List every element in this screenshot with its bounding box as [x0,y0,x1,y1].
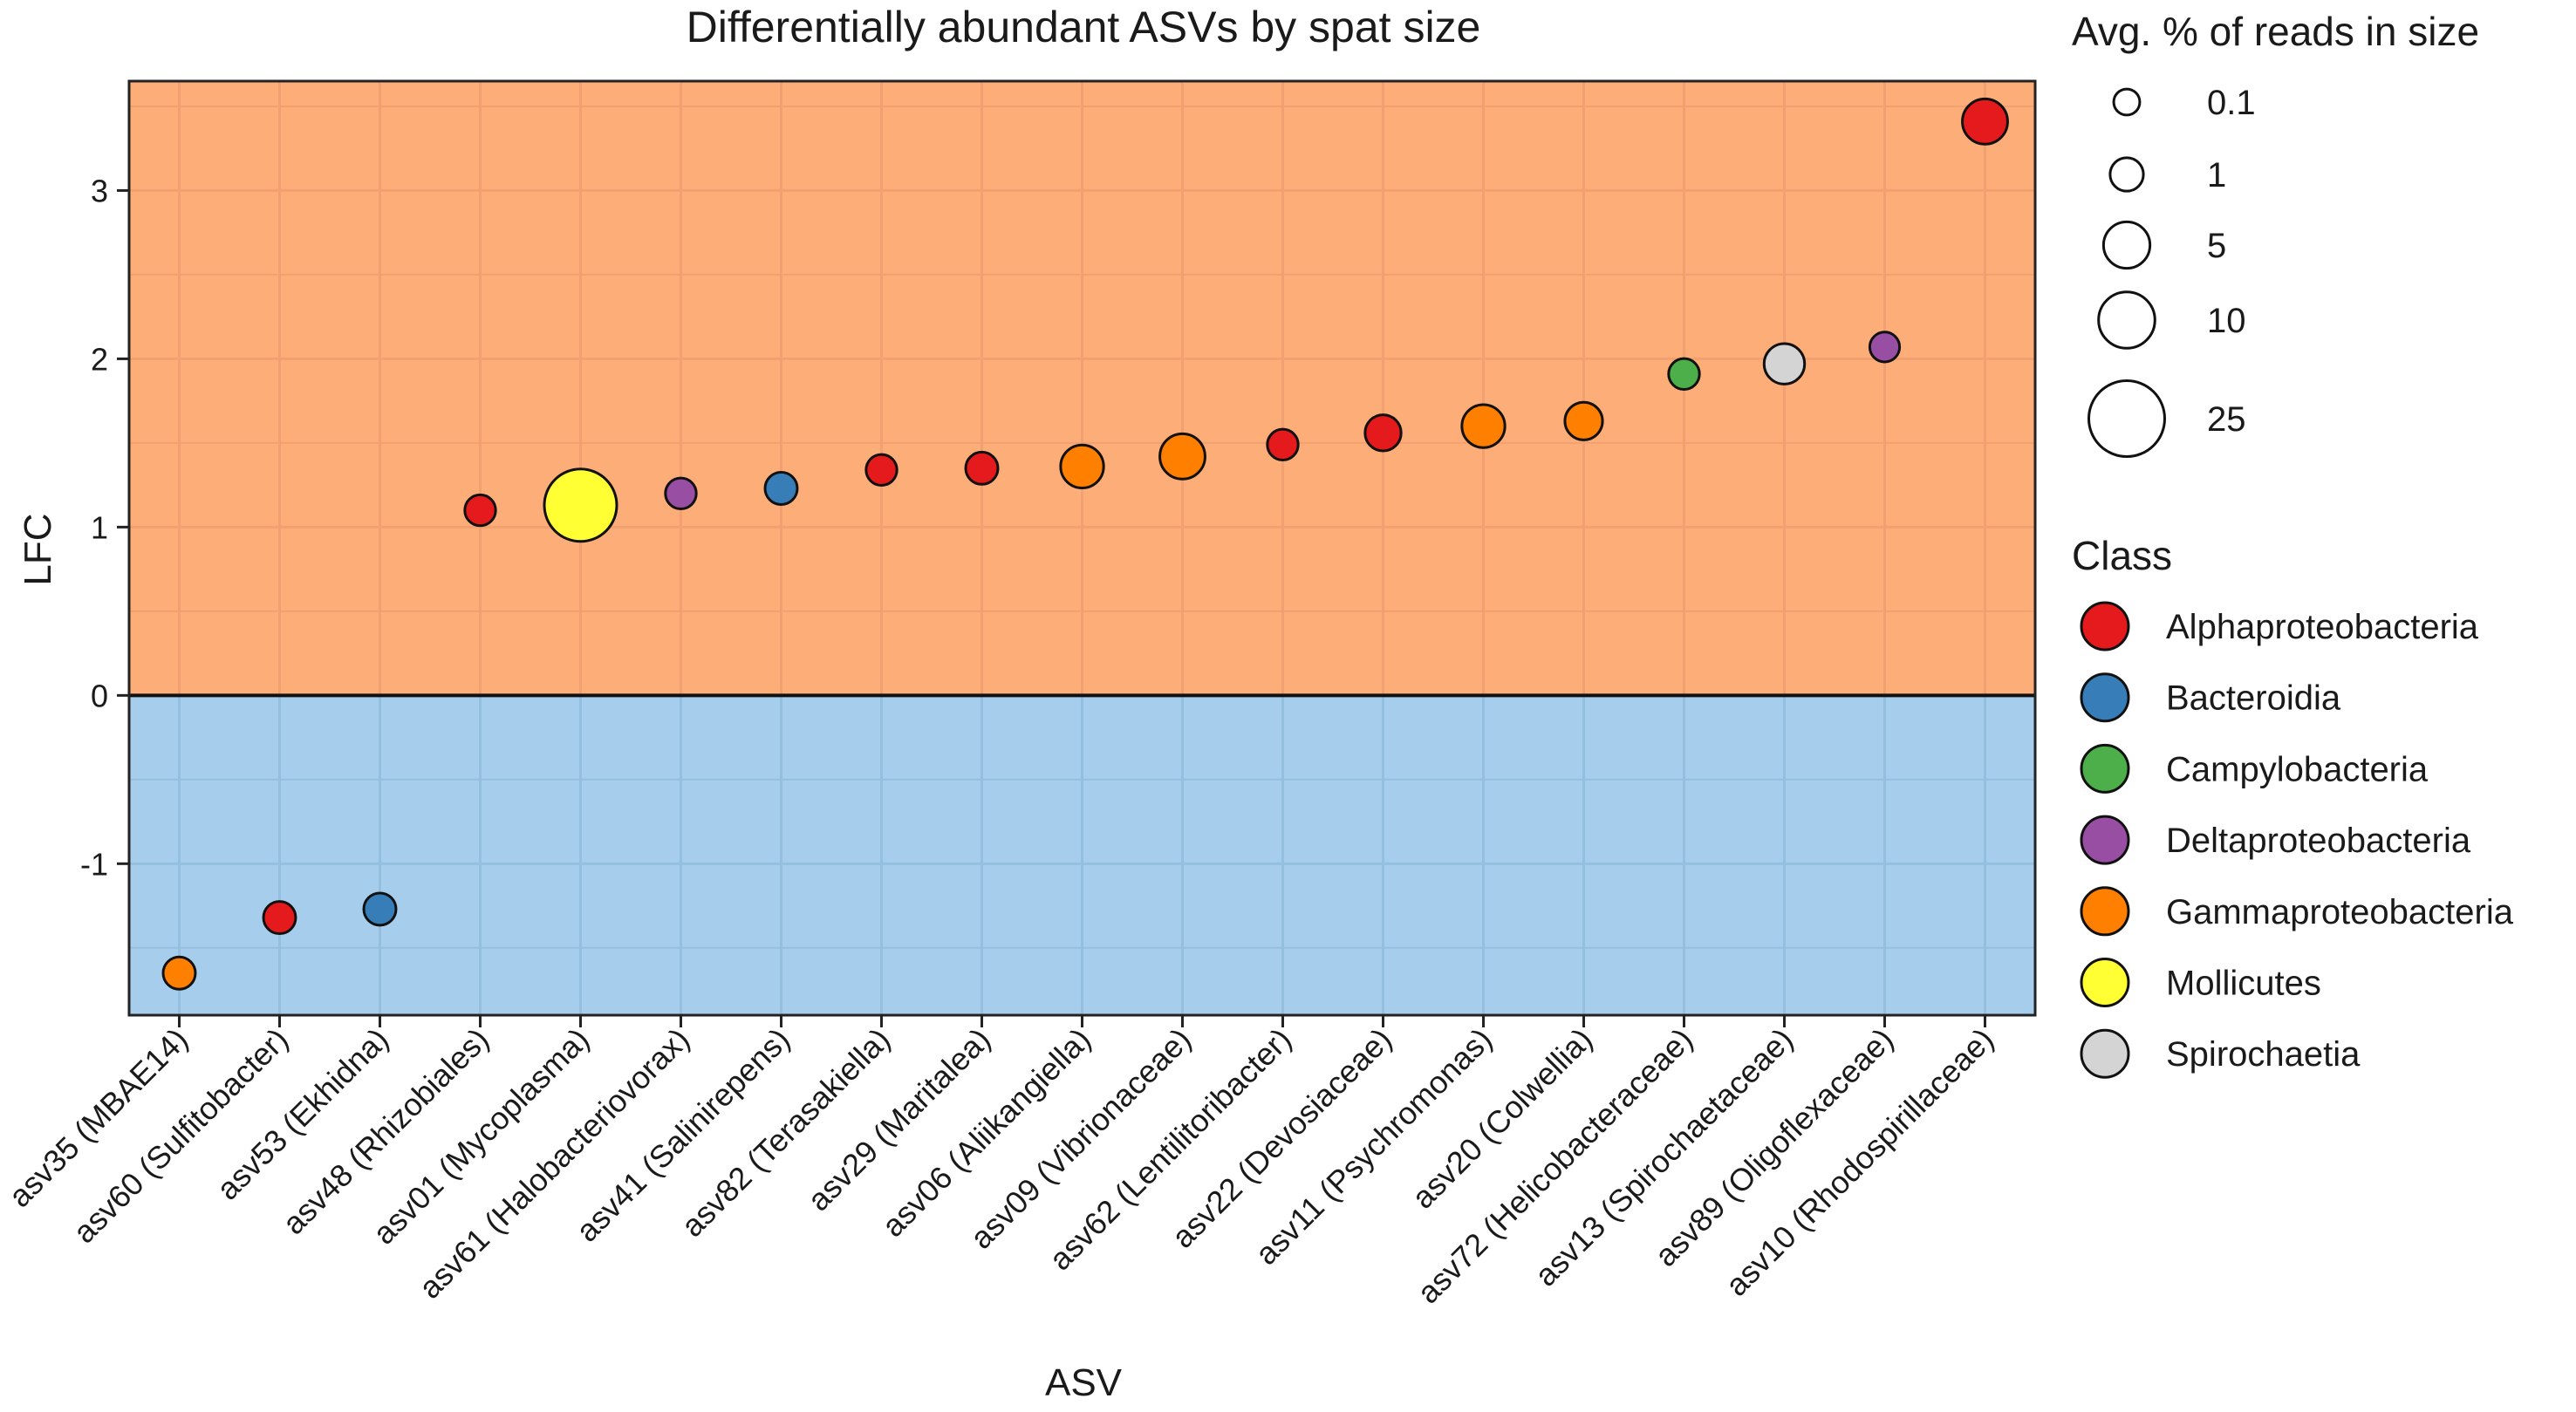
data-point [161,955,197,991]
data-point [1266,427,1300,462]
data-point [1158,432,1206,481]
class-legend-label: Deltaproteobacteria [2166,822,2471,860]
data-point [362,891,398,927]
class-legend-label: Mollicutes [2166,965,2321,1003]
size-legend-label: 5 [2207,227,2226,265]
class-legend-swatch [2080,886,2130,937]
class-legend-swatch [2080,1028,2130,1079]
class-legend-label: Gammaproteobacteria [2166,893,2514,931]
data-point [1762,342,1807,385]
data-point [1363,413,1403,453]
y-axis: -1 0 1 2 3 [80,173,129,882]
size-legend-title: Avg. % of reads in size [2072,9,2479,54]
data-point [463,493,497,528]
x-tick-label: asv20 (Colwellia) [1404,1021,1599,1216]
x-tick-label: asv35 (MBAE14) [2,1021,195,1214]
class-legend-swatch [2080,743,2130,794]
size-legend-swatch [2097,290,2156,350]
data-point [864,453,899,487]
size-legend-label: 25 [2207,400,2246,439]
size-legend-swatch [2108,156,2145,193]
data-point [964,450,1000,486]
x-axis: asv35 (MBAE14)asv60 (Sulfitobacter)asv53… [2,1015,2000,1310]
class-legend-label: Spirochaetia [2166,1035,2361,1074]
class-legend-label: Campylobacteria [2166,750,2429,788]
data-point [1059,443,1105,490]
data-point [1868,331,1902,364]
x-tick-label: asv53 (Ekhidna) [209,1021,395,1207]
y-tick-label: 2 [91,341,108,377]
y-axis-label: LFC [17,513,59,585]
chart-title: Differentially abundant ASVs by spat siz… [687,3,1481,51]
data-point [1460,403,1507,449]
class-legend-swatch [2080,601,2130,651]
class-legend-label: Alphaproteobacteria [2166,608,2479,646]
x-tick-label: asv29 (Maritalea) [801,1021,998,1218]
size-legend: Avg. % of reads in size 0.1 1 5 10 25 [2072,9,2479,458]
class-legend-swatch [2080,815,2130,865]
y-tick-label: 3 [91,173,108,208]
size-legend-swatch [2112,87,2142,117]
class-legend-label: Bacteroidia [2166,679,2341,718]
size-legend-swatch [2087,379,2166,458]
size-legend-label: 10 [2207,302,2246,340]
class-legend: Class Alphaproteobacteria Bacteroidia Camp… [2072,533,2514,1079]
class-legend-swatch [2080,958,2130,1007]
class-legend-swatch [2080,672,2130,723]
data-point [543,467,618,543]
y-tick-label: 1 [91,509,108,545]
data-point [1667,357,1701,391]
class-legend-title: Class [2072,533,2172,578]
y-tick-label: -1 [80,846,108,882]
data-point [262,900,297,936]
size-legend-label: 0.1 [2207,84,2256,122]
size-legend-swatch [2101,220,2152,270]
size-legend-label: 1 [2207,156,2226,194]
data-point [664,476,698,510]
y-tick-label: 0 [91,678,108,713]
plot-panel [127,79,2037,1017]
data-point [763,471,799,506]
data-point [1961,97,2009,146]
data-point [1563,400,1604,441]
x-axis-label: ASV [1045,1361,1123,1404]
